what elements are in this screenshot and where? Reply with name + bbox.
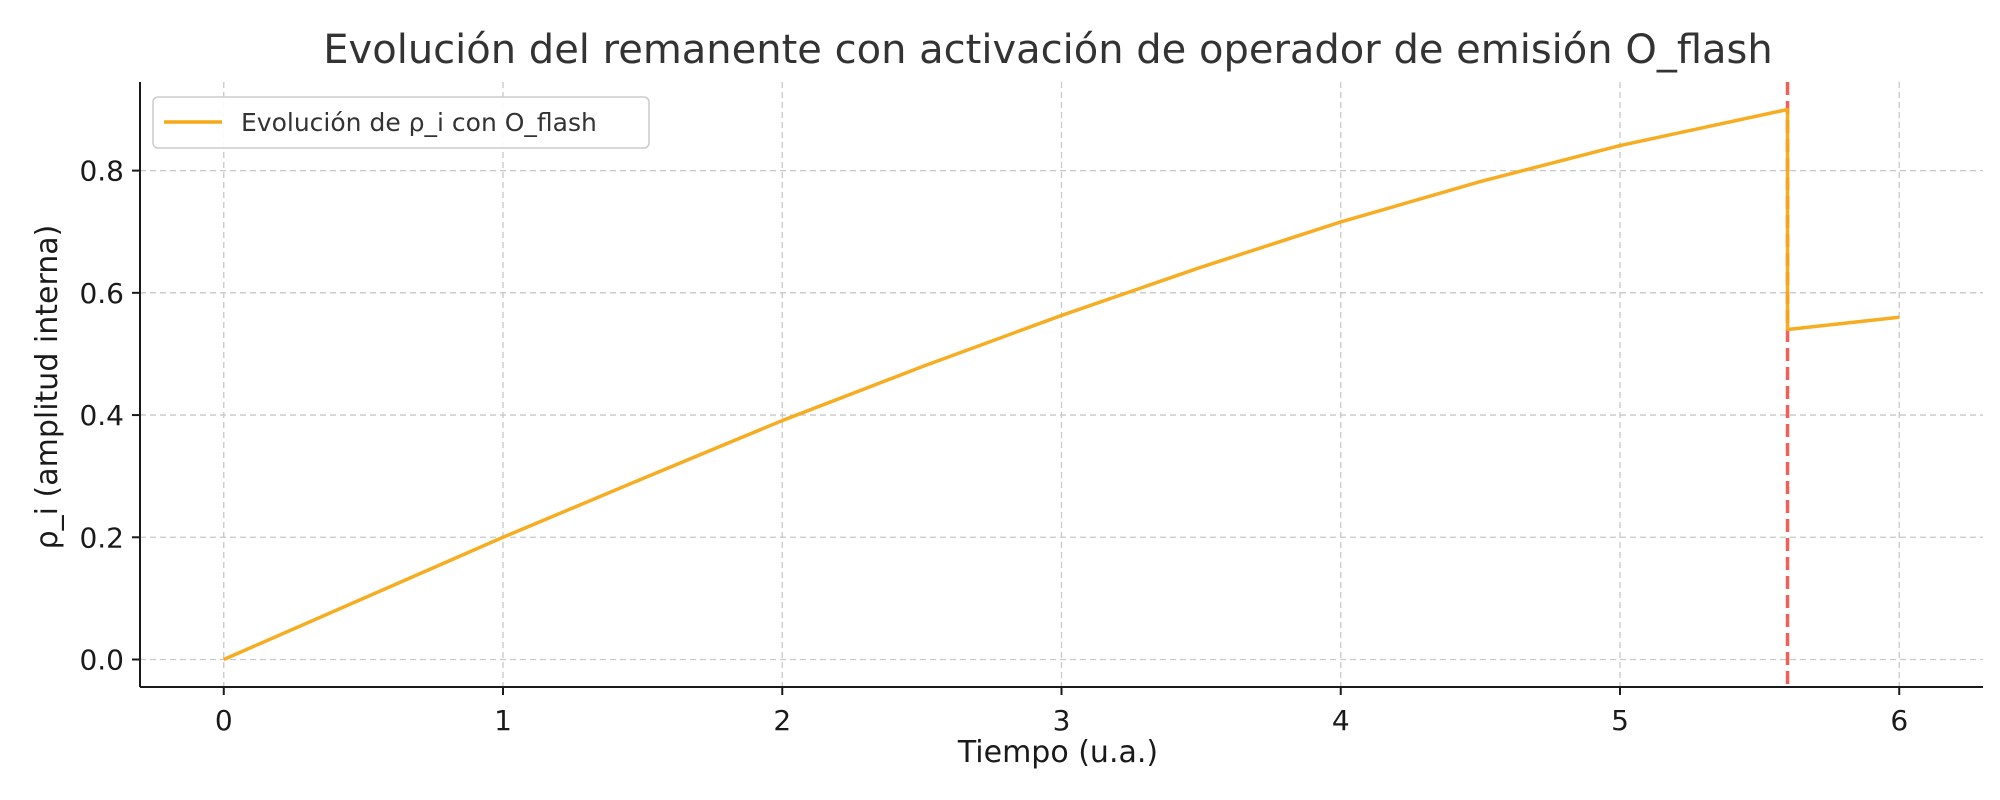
series-line-0: [223, 107, 1900, 662]
series-layer: [223, 107, 1900, 662]
x-tick-label-6: 6: [1890, 704, 1908, 737]
x-tick-label-1: 1: [494, 704, 512, 737]
x-tick-label-2: 2: [773, 704, 791, 737]
tick-labels: 0 1 2 3 4 5 6 0.0 0.2 0.4 0.6 0.8: [79, 155, 1908, 737]
y-tick-label-4: 0.8: [79, 155, 124, 188]
x-axis-label: Tiempo (u.a.): [957, 735, 1158, 770]
y-tick-label-0: 0.0: [79, 644, 124, 677]
x-tick-label-5: 5: [1611, 704, 1629, 737]
y-tick-label-1: 0.2: [79, 521, 124, 554]
grid: [140, 82, 1983, 687]
y-tick-label-2: 0.4: [79, 399, 124, 432]
legend: Evolución de ρ_i con O_flash: [152, 96, 650, 149]
x-tick-label-0: 0: [215, 704, 233, 737]
y-tick-label-3: 0.6: [79, 277, 124, 310]
legend-box: [152, 96, 650, 149]
axes: [132, 82, 1983, 695]
y-axis-label: ρ_i (amplitud interna): [30, 225, 65, 550]
chart-title: Evolución del remanente con activación d…: [323, 27, 1772, 73]
x-tick-label-4: 4: [1332, 704, 1350, 737]
legend-label: Evolución de ρ_i con O_flash: [241, 108, 597, 137]
x-tick-label-3: 3: [1053, 704, 1071, 737]
